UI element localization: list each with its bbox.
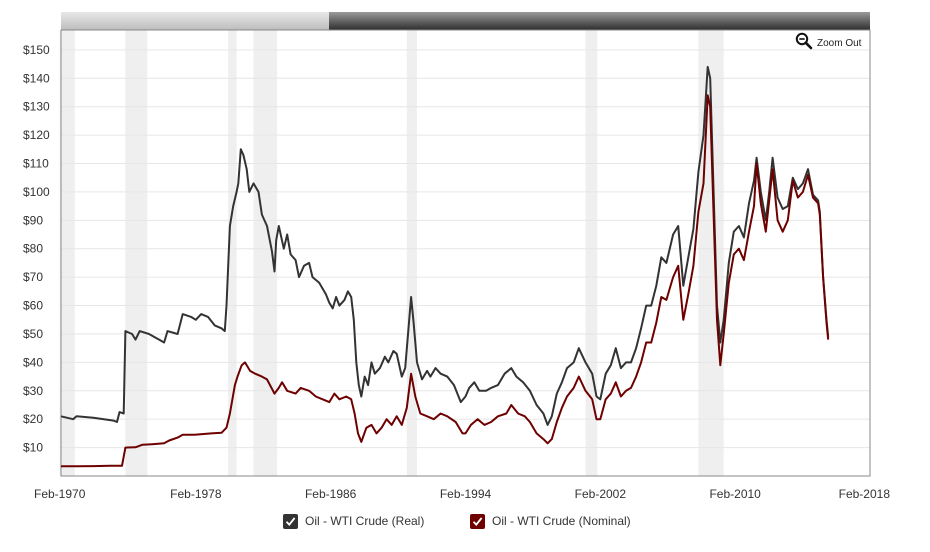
zoom-out-button[interactable]: Zoom Out: [795, 32, 862, 55]
y-tick-label: $150: [23, 43, 50, 57]
y-tick-label: $110: [23, 157, 49, 171]
zoom-out-magnifier-icon: [795, 32, 813, 55]
x-tick-label: Feb-1978: [170, 487, 222, 501]
y-tick-label: $100: [23, 185, 50, 199]
gridlines: [61, 49, 870, 449]
y-tick-label: $30: [23, 384, 43, 398]
range-navigator-bar[interactable]: [61, 12, 870, 30]
y-tick-label: $140: [23, 71, 50, 85]
legend-item-nominal[interactable]: Oil - WTI Crude (Nominal): [470, 511, 631, 531]
y-tick-label: $20: [23, 412, 43, 426]
zoom-out-label: Zoom Out: [817, 37, 862, 49]
series-line-nominal: [61, 94, 830, 468]
recession-band: [585, 30, 598, 476]
y-tick-label: $60: [23, 299, 43, 313]
y-tick-label: $40: [23, 355, 43, 369]
y-tick-label: $10: [23, 441, 43, 455]
recession-bands: [59, 30, 724, 476]
navigator-unselected[interactable]: [61, 12, 329, 30]
recession-band: [228, 30, 237, 476]
y-tick-label: $80: [23, 242, 43, 256]
series-lines: [60, 65, 830, 468]
legend-label-nominal: Oil - WTI Crude (Nominal): [492, 514, 631, 528]
plot-frame: [60, 29, 871, 477]
checkbox-checked-icon[interactable]: [283, 513, 298, 529]
x-tick-label: Feb-2010: [709, 487, 761, 501]
legend-item-real[interactable]: Oil - WTI Crude (Real): [283, 511, 424, 531]
x-tick-label: Feb-1970: [34, 487, 86, 501]
navigator-selected[interactable]: [329, 12, 870, 30]
recession-band: [125, 30, 148, 476]
x-axis-ticks: Feb-1970 Feb-1978 Feb-1986 Feb-1994 Feb-2002…: [34, 487, 890, 501]
x-tick-label: Feb-1986: [305, 487, 357, 501]
x-tick-label: Feb-2018: [839, 487, 891, 501]
x-tick-label: Feb-1994: [440, 487, 492, 501]
y-axis-ticks: $10 $20 $30 $40 $50 $60 $70 $80 $90 $100 $110 $120 $…: [23, 43, 50, 455]
y-tick-label: $90: [23, 213, 43, 227]
legend-label-real: Oil - WTI Crude (Real): [305, 514, 425, 528]
recession-band: [406, 30, 417, 476]
recession-band: [59, 30, 75, 476]
x-tick-label: Feb-2002: [575, 487, 627, 501]
checkbox-checked-icon[interactable]: [470, 513, 485, 529]
y-tick-label: $70: [23, 270, 43, 284]
y-tick-label: $120: [23, 128, 50, 142]
y-tick-label: $130: [23, 100, 50, 114]
y-tick-label: $50: [23, 327, 43, 341]
legend: Oil - WTI Crude (Real) Oil - WTI Crude (…: [0, 511, 930, 531]
recession-band: [253, 30, 278, 476]
